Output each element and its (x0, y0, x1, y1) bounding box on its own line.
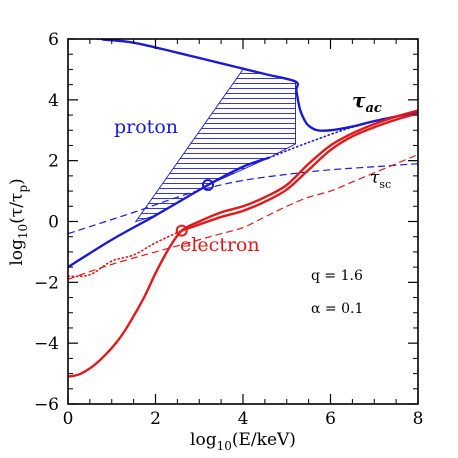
tau-ac-label: τac (352, 88, 382, 116)
electron-curve-solid (68, 109, 418, 378)
x-tick-label: 6 (325, 409, 336, 429)
q-parameter-text: q = 1.6 (311, 268, 363, 284)
electron-curve-dashed (68, 154, 418, 280)
proton-hatch-region (134, 68, 296, 223)
tick-layer: 0 2 4 6 8 −6 −4 −2 0 2 4 6 (34, 30, 423, 429)
y-tick-label: 4 (48, 91, 59, 111)
proton-curve-solid (68, 156, 270, 269)
electron-curve-solid (181, 112, 418, 232)
tau-sc-label: τsc (370, 168, 391, 191)
x-tick-label: 0 (63, 409, 74, 429)
y-tick-label: −6 (34, 395, 59, 415)
proton-marker (202, 179, 214, 191)
y-tick-label: 0 (48, 213, 59, 233)
electron-label: electron (180, 234, 260, 256)
electron-curve-dotted (68, 229, 183, 278)
electron-marker (175, 224, 188, 237)
series-layer (68, 39, 418, 378)
y-tick-label: −4 (34, 334, 59, 354)
y-tick-label: −2 (34, 273, 59, 293)
x-tick-label: 8 (413, 409, 424, 429)
y-axis-label: log10(τ/τp) (7, 178, 30, 265)
x-axis-label: log10(E/keV) (190, 430, 296, 453)
marker-layer (175, 179, 214, 237)
y-tick-label: 2 (48, 152, 59, 172)
x-tick-label: 2 (150, 409, 161, 429)
proton-curve-dashed (68, 163, 418, 235)
y-tick-label: 6 (48, 30, 59, 50)
x-tick-label: 4 (238, 409, 249, 429)
alpha-parameter-text: α = 0.1 (311, 301, 363, 317)
proton-label: proton (114, 116, 178, 138)
